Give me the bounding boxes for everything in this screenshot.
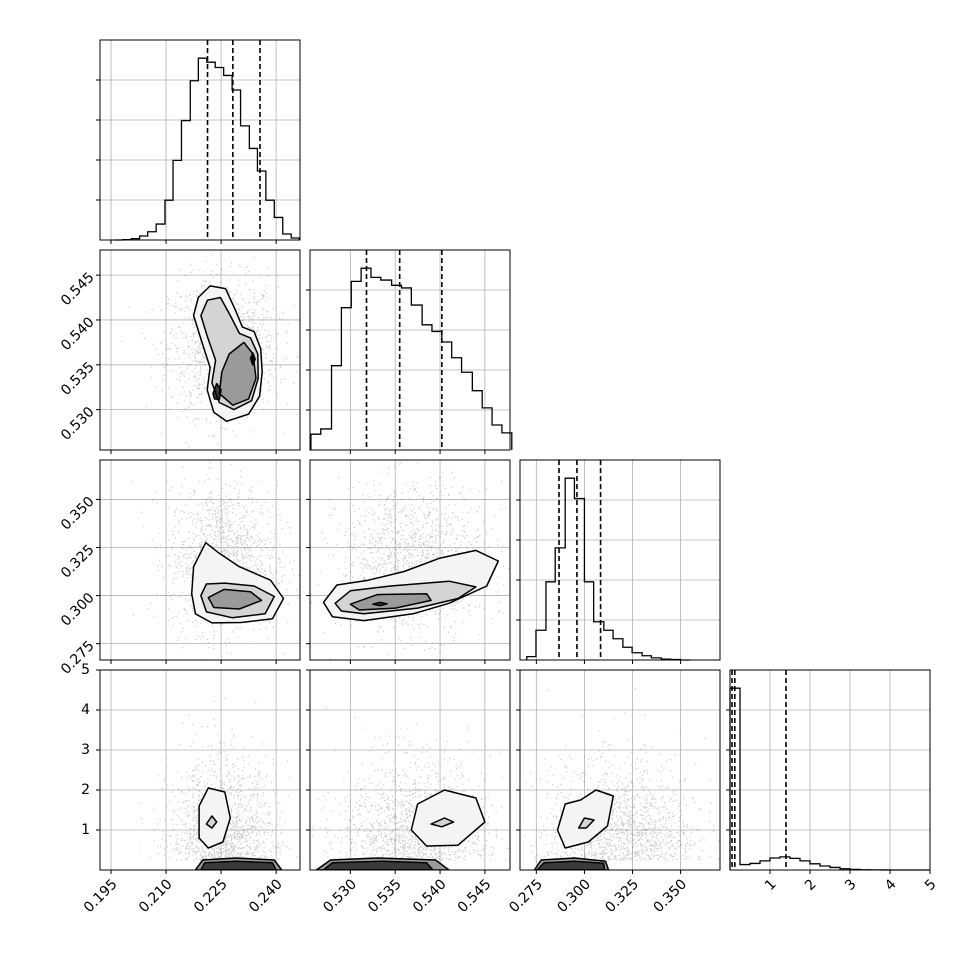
contour-line <box>200 296 259 411</box>
x-tick-label: 0.325 <box>602 876 642 916</box>
density-fill <box>578 818 594 828</box>
y-tick-label: 0.540 <box>58 314 98 354</box>
y-tick-label: 4 <box>81 702 90 718</box>
x-tick-label: 0.210 <box>136 876 176 916</box>
grid-lines <box>520 669 720 870</box>
contour-line <box>322 860 434 870</box>
histogram-param-1 <box>310 267 513 450</box>
panel-frame <box>309 459 511 661</box>
panel-3-0 <box>139 697 298 870</box>
density-fill <box>323 861 433 870</box>
x-tick-label: 0.275 <box>506 876 546 916</box>
contour-line <box>194 857 283 870</box>
panel-1-0 <box>120 253 299 448</box>
y-tick-label: 0.535 <box>58 359 98 399</box>
histogram-param-3 <box>729 687 930 871</box>
x-tick-label: 0.350 <box>651 876 691 916</box>
x-tick-label: 3 <box>842 876 860 894</box>
grid-lines <box>100 250 300 450</box>
contour-line <box>533 857 610 870</box>
contour-line <box>334 580 477 615</box>
panel-2-0 <box>131 462 300 660</box>
x-tick-label: 5 <box>922 876 940 894</box>
density-fill <box>199 788 231 848</box>
density-fill <box>537 861 605 870</box>
x-tick-label: 0.225 <box>191 876 231 916</box>
x-tick-label: 0.540 <box>410 876 450 916</box>
panel-frame <box>99 459 301 661</box>
contour-line <box>315 857 450 870</box>
x-tick-label: 0.300 <box>554 876 594 916</box>
x-tick-label: 0.195 <box>81 876 121 916</box>
grid-lines <box>520 460 720 660</box>
y-tick-label: 1 <box>81 822 90 838</box>
density-fill <box>411 790 485 846</box>
contour-line <box>430 817 455 828</box>
contour-line <box>200 582 276 619</box>
y-tick-label: 0.300 <box>58 590 98 630</box>
x-tick-label: 2 <box>802 876 820 894</box>
y-tick-label: 0.325 <box>58 542 98 582</box>
panel-frame <box>99 249 301 451</box>
x-tick-label: 0.240 <box>246 876 286 916</box>
panel-frame <box>309 669 511 871</box>
contour-line <box>410 789 486 847</box>
scatter-points <box>131 462 300 660</box>
panel-2-1 <box>310 462 510 660</box>
contour-line <box>190 541 285 624</box>
grid-lines <box>310 250 510 450</box>
contour-line <box>556 789 615 849</box>
x-tick-label: 0.530 <box>320 876 360 916</box>
x-tick-label: 4 <box>882 876 900 894</box>
density-fill <box>208 589 262 609</box>
panel-3-2 <box>524 688 720 870</box>
panel-frame <box>99 39 301 241</box>
histogram-param-0 <box>113 57 300 241</box>
contour-line <box>212 382 222 401</box>
y-tick-label: 0.545 <box>58 269 98 309</box>
y-tick-label: 2 <box>81 782 90 798</box>
density-fill <box>219 342 256 406</box>
panel-frame <box>99 669 301 871</box>
contour-line <box>192 285 263 423</box>
panel-frame <box>729 669 931 871</box>
contour-line <box>200 860 277 870</box>
histogram-param-2 <box>526 477 690 661</box>
x-tick-label: 0.535 <box>365 876 405 916</box>
contour-line <box>218 341 257 406</box>
contour-line <box>577 817 595 829</box>
panel-3-1 <box>311 706 510 870</box>
grid-lines <box>730 670 931 870</box>
y-tick-label: 3 <box>81 742 90 758</box>
grid-lines <box>100 40 300 240</box>
y-tick-label: 0.350 <box>58 494 98 534</box>
contour-line <box>322 549 500 622</box>
x-tick-label: 1 <box>762 876 780 894</box>
x-tick-label: 0.545 <box>455 876 495 916</box>
contour-line <box>372 601 388 607</box>
density-fill <box>200 861 277 870</box>
contour-line <box>198 787 232 849</box>
panel-frame <box>309 249 511 451</box>
y-tick-label: 0.530 <box>58 404 98 444</box>
contour-line <box>205 815 218 829</box>
contour-line <box>536 860 606 870</box>
scatter-points <box>139 697 298 862</box>
panel-frame <box>519 669 721 871</box>
contour-line <box>249 352 256 366</box>
contour-line <box>207 588 263 610</box>
y-tick-label: 0.275 <box>58 638 98 678</box>
contour-line <box>349 592 432 611</box>
panel-frame <box>519 459 721 661</box>
y-tick-label: 5 <box>81 662 90 678</box>
scatter-points <box>524 688 720 862</box>
